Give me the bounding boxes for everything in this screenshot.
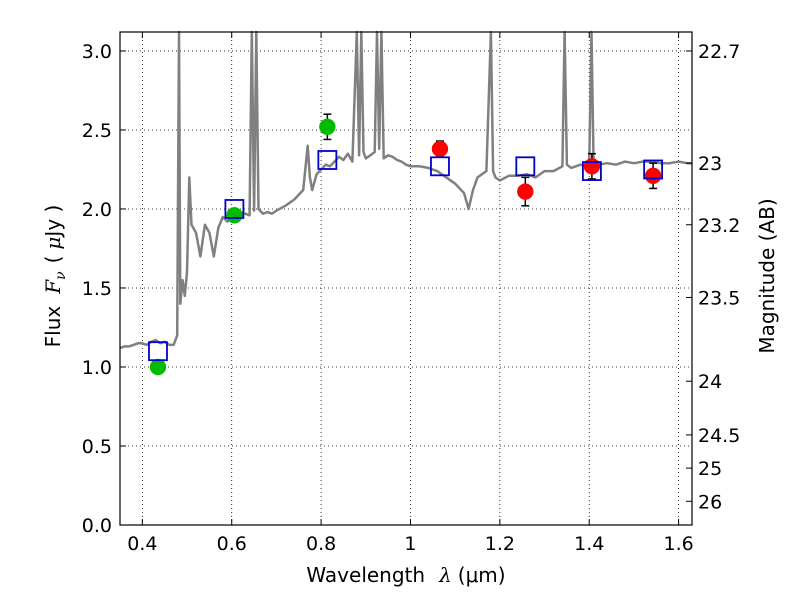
model-photometry-point xyxy=(582,161,602,181)
x-tick-label: 1.2 xyxy=(485,533,515,555)
data-points xyxy=(148,113,664,376)
observed-point xyxy=(149,358,167,376)
model-spectrum-line xyxy=(119,30,692,350)
right-tick-label: 23.2 xyxy=(698,215,740,237)
x-tick-label: 0.4 xyxy=(127,533,157,555)
observed-point xyxy=(644,167,662,185)
y-tick-label: 0.5 xyxy=(82,436,112,458)
observed-point xyxy=(319,118,336,136)
axis-ticks: 0.4 0.6 0.8 1 1.2 1.4 1.6 0.0 0.5 1.0 1.5 2.0 2.5 3.0… xyxy=(82,32,740,555)
observed-point xyxy=(226,207,243,224)
model-photometry-point xyxy=(317,150,338,170)
y-tick-label: 2.0 xyxy=(82,199,112,221)
right-tick-label: 26 xyxy=(698,491,722,513)
right-tick-label: 23.5 xyxy=(698,287,740,309)
model-photometry-point xyxy=(148,341,168,362)
observed-point xyxy=(517,183,534,200)
y-tick-label: 1.0 xyxy=(82,357,112,379)
x-tick-label: 1 xyxy=(404,533,416,555)
plot-frame xyxy=(119,31,693,526)
y-tick-label: 1.5 xyxy=(82,278,112,300)
model-photometry-point xyxy=(643,159,664,180)
model-photometry-point xyxy=(224,199,245,219)
y-tick-label: 3.0 xyxy=(82,41,112,63)
x-tick-label: 0.8 xyxy=(306,533,336,555)
x-tick-label: 0.6 xyxy=(217,533,247,555)
y-axis-label-right: Magnitude (AB) xyxy=(755,198,779,353)
right-tick-label: 23 xyxy=(698,153,722,175)
right-tick-label: 24.5 xyxy=(698,425,740,447)
right-tick-label: 25 xyxy=(698,458,722,480)
y-tick-label: 2.5 xyxy=(82,120,112,142)
y-axis-label-left: FluxFν(μJy ) xyxy=(41,205,69,348)
x-axis-label: Wavelength λ (μm) xyxy=(306,563,505,587)
right-tick-label: 22.7 xyxy=(698,41,740,63)
x-tick-label: 1.4 xyxy=(574,533,604,555)
right-tick-label: 24 xyxy=(698,371,722,393)
observed-point xyxy=(583,158,601,175)
observed-point xyxy=(431,140,449,158)
model-photometry-point xyxy=(430,156,450,177)
x-tick-label: 1.6 xyxy=(663,533,693,555)
grid xyxy=(120,32,692,526)
model-spectrum xyxy=(119,30,692,350)
model-photometry-point xyxy=(515,156,536,177)
y-tick-label: 0.0 xyxy=(82,515,112,537)
